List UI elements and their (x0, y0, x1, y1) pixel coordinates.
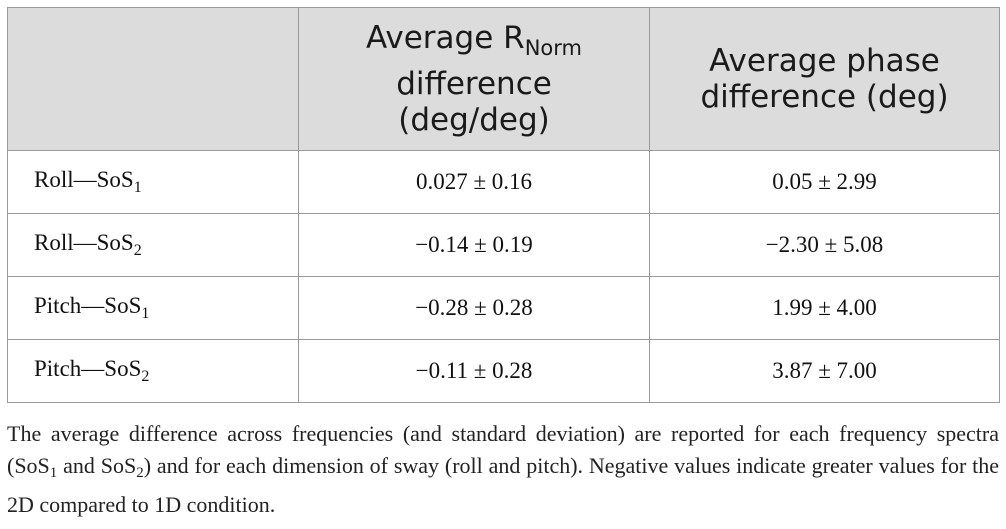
footnote-subscript-1: 1 (49, 465, 58, 481)
header-rnorm-subscript: Norm (524, 36, 582, 60)
table-row: Pitch—SoS1 −0.28 ± 0.28 1.99 ± 4.00 (7, 276, 1000, 340)
header-rnorm-line3: (deg/deg) (398, 102, 550, 138)
rnorm-cell: −0.14 ± 0.19 (298, 213, 650, 277)
header-rnorm-main: Average R (366, 20, 525, 56)
row-label: Pitch—SoS2 (7, 339, 299, 403)
table-footnote: The average difference across frequencie… (7, 418, 999, 521)
row-label-text: Roll—SoS (34, 230, 134, 255)
footnote-text-3: ) and for each dimension of sway (roll a… (7, 453, 999, 517)
header-rnorm-line1: Average RNorm (366, 20, 582, 60)
table-row: Roll—SoS2 −0.14 ± 0.19 −2.30 ± 5.08 (7, 213, 1000, 277)
row-label-text: Roll—SoS (34, 167, 134, 192)
row-label-text: Pitch—SoS (34, 293, 142, 318)
table-header: Average RNorm difference (deg/deg) Avera… (7, 7, 1000, 151)
table-row: Pitch—SoS2 −0.11 ± 0.28 3.87 ± 7.00 (7, 339, 1000, 403)
header-phase-line1: Average phase (709, 43, 940, 79)
row-label-text: Pitch—SoS (34, 356, 142, 381)
row-label-subscript: 1 (133, 179, 142, 196)
row-label-subscript: 2 (141, 368, 150, 385)
header-phase: Average phase difference (deg) (649, 7, 1000, 151)
footnote-text-1: The average difference across frequencie… (7, 421, 999, 478)
row-label-subscript: 1 (141, 305, 150, 322)
phase-cell: −2.30 ± 5.08 (649, 213, 1000, 277)
rnorm-cell: 0.027 ± 0.16 (298, 150, 650, 214)
header-empty-cell (7, 7, 299, 151)
row-label: Roll—SoS1 (7, 150, 299, 214)
header-row: Average RNorm difference (deg/deg) Avera… (7, 7, 1000, 151)
phase-cell: 3.87 ± 7.00 (649, 339, 1000, 403)
phase-cell: 0.05 ± 2.99 (649, 150, 1000, 214)
row-label-subscript: 2 (133, 242, 142, 259)
footnote-text-2: and SoS (57, 453, 137, 478)
row-label: Roll—SoS2 (7, 213, 299, 277)
rnorm-cell: −0.11 ± 0.28 (298, 339, 650, 403)
row-label: Pitch—SoS1 (7, 276, 299, 340)
header-rnorm: Average RNorm difference (deg/deg) (298, 7, 650, 151)
header-rnorm-line2: difference (396, 66, 552, 102)
results-table: Average RNorm difference (deg/deg) Avera… (7, 7, 1000, 403)
table-body: Roll—SoS1 0.027 ± 0.16 0.05 ± 2.99 Roll—… (7, 150, 1000, 403)
table-container: Average RNorm difference (deg/deg) Avera… (7, 7, 1000, 403)
rnorm-cell: −0.28 ± 0.28 (298, 276, 650, 340)
table-row: Roll—SoS1 0.027 ± 0.16 0.05 ± 2.99 (7, 150, 1000, 214)
header-phase-line2: difference (deg) (700, 79, 949, 115)
footnote-subscript-2: 2 (136, 465, 144, 481)
phase-cell: 1.99 ± 4.00 (649, 276, 1000, 340)
